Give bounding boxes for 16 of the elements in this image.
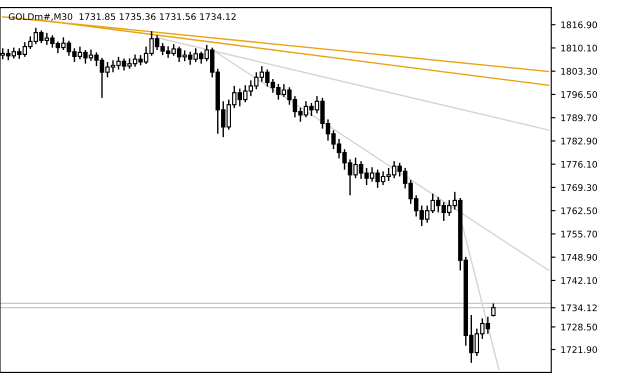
y-tick-label: 1762.50 (561, 207, 598, 214)
y-tick-label: 1748.90 (561, 254, 598, 261)
y-tick-label: 1776.10 (561, 160, 598, 168)
y-tick-label: 1728.50 (561, 324, 598, 330)
y-tick-label: 1742.10 (561, 277, 598, 284)
y-tick-label: 1782.90 (561, 138, 598, 144)
y-tick-label: 1803.30 (561, 68, 598, 75)
y-tick-label: 1734.12 (561, 304, 597, 312)
y-tick-label: 1810.10 (561, 44, 598, 52)
y-tick-label: 1816.90 (561, 21, 598, 28)
y-tick-label: 1769.30 (561, 184, 598, 191)
text: GOLDm#,M30 1731.85 1735.36 1731.56 1734.12 (8, 13, 236, 21)
y-tick-label: 1721.90 (561, 346, 598, 354)
y-tick-label: 1796.50 (561, 91, 598, 98)
y-tick-label: 1789.70 (561, 114, 598, 122)
y-tick-label: 1755.70 (561, 230, 598, 238)
